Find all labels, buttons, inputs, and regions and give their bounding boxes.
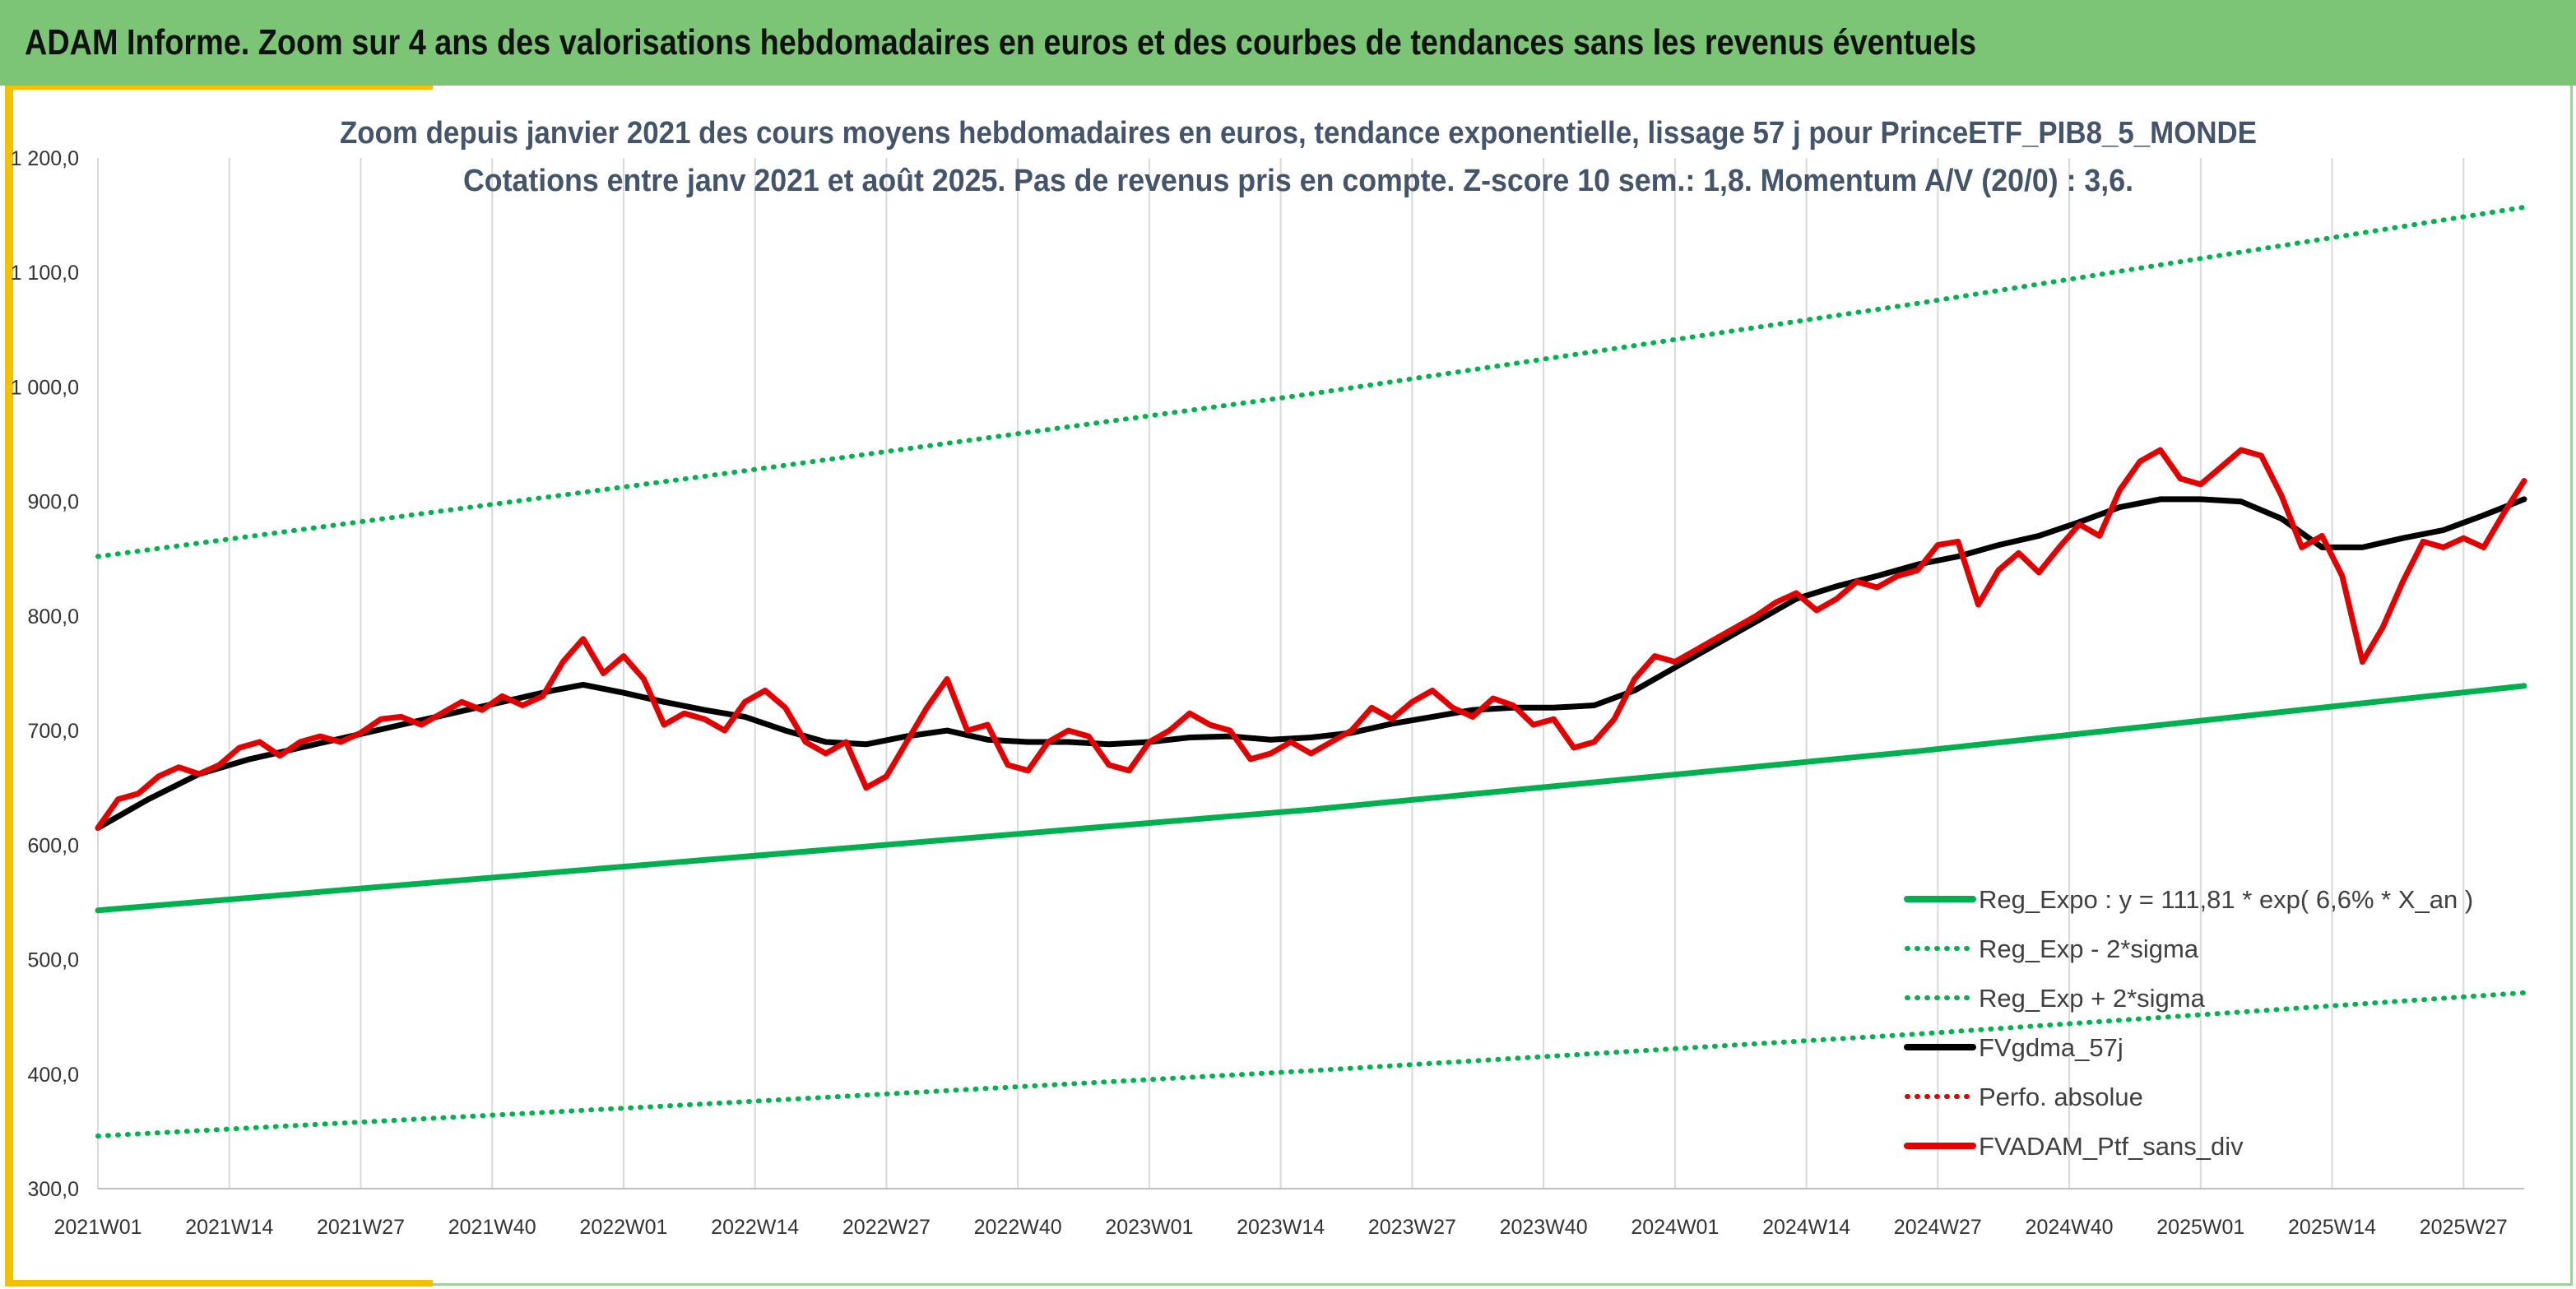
x-axis: 2021W01 2021W14 2021W27 2021W40 2022W01 2022W… [53,1216,2507,1239]
legend-label: Reg_Exp + 2*sigma [1979,984,2206,1013]
legend-label: Reg_Expo : y = 111,81 * exp( 6,6% * X_an… [1979,885,2473,914]
series-layer [95,204,2527,1138]
legend: Reg_Expo : y = 111,81 * exp( 6,6% * X_an… [1904,885,2473,1161]
y-tick-label: 900,0 [27,491,79,514]
banner-title: ADAM Informe. Zoom sur 4 ans des valoris… [25,22,1977,63]
x-tick-label: 2021W40 [448,1216,536,1239]
x-tick-label: 2024W40 [2026,1216,2114,1239]
legend-label: Perfo. absolue [1979,1083,2143,1111]
x-tick-label: 2021W14 [185,1216,273,1239]
chart-title-line1: Zoom depuis janvier 2021 des cours moyen… [340,116,2257,151]
x-tick-label: 2022W27 [842,1216,931,1239]
x-tick-label: 2025W14 [2288,1216,2376,1239]
series-reg-exp-2-sigma-line [95,204,2527,559]
x-tick-label: 2025W27 [2420,1216,2508,1239]
banner: ADAM Informe. Zoom sur 4 ans des valoris… [0,0,2576,86]
x-tick-label: 2023W01 [1105,1216,1193,1239]
y-tick-label: 500,0 [27,949,79,972]
x-tick-label: 2023W27 [1368,1216,1456,1239]
accent-bar-top [5,86,433,90]
y-tick-label: 600,0 [27,834,79,857]
y-tick-label: 700,0 [27,720,79,743]
legend-label: FVADAM_Ptf_sans_div [1979,1132,2244,1161]
x-tick-label: 2022W40 [974,1216,1062,1239]
series-reg-expo-y-111-81-exp-6-6-x-an-line [95,683,2527,914]
series-fvgdma-57j-line [95,496,2527,831]
y-tick-label: 400,0 [27,1064,79,1087]
y-tick-label: 1 200,0 [11,147,79,170]
series-fvadam-ptf-sans-div-line [95,447,2527,831]
x-tick-label: 2023W14 [1237,1216,1325,1239]
x-tick-label: 2021W27 [317,1216,405,1239]
x-tick-label: 2025W01 [2156,1216,2244,1239]
chart-title-line2: Cotations entre janv 2021 et août 2025. … [463,164,2133,198]
y-tick-label: 300,0 [27,1178,79,1201]
y-tick-label: 1 100,0 [11,262,79,285]
x-tick-label: 2022W14 [711,1216,799,1239]
x-tick-label: 2024W01 [1631,1216,1719,1239]
x-tick-label: 2024W27 [1894,1216,1982,1239]
x-tick-label: 2024W14 [1762,1216,1850,1239]
legend-label: Reg_Exp - 2*sigma [1979,934,2199,963]
y-axis: 300,0 400,0 500,0 600,0 700,0 800,0 900,0 1 000… [11,147,79,1201]
y-tick-label: 800,0 [27,605,79,628]
chart-grid [97,158,2465,1189]
accent-bar-bottom [5,1280,433,1287]
chart-frame [5,86,2573,1286]
x-tick-label: 2021W01 [53,1216,142,1239]
legend-label: FVgdma_57j [1979,1033,2123,1062]
x-tick-label: 2022W01 [579,1216,667,1239]
series-reg-exp-2-sigma-line [95,990,2527,1138]
x-tick-label: 2023W40 [1500,1216,1588,1239]
y-tick-label: 1 000,0 [11,376,79,399]
